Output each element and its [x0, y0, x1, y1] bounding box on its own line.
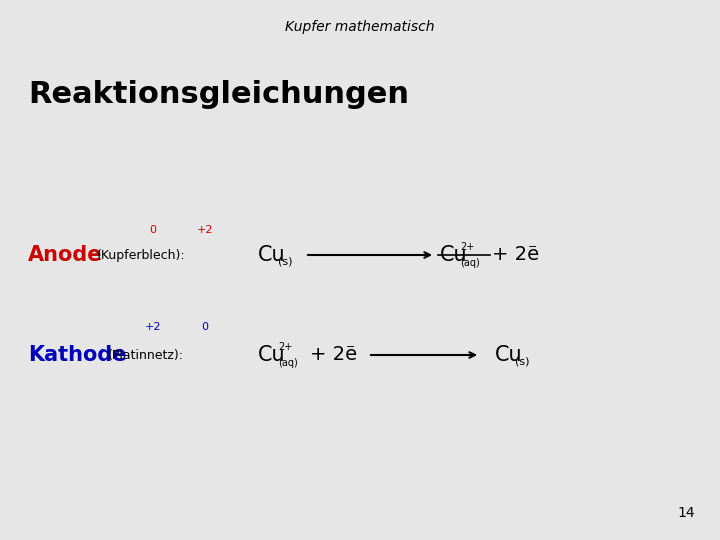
Text: 0: 0 [202, 322, 209, 332]
Text: Cu: Cu [495, 345, 523, 365]
Text: Cu: Cu [258, 345, 286, 365]
Text: −: − [346, 342, 356, 352]
Text: + 2e: + 2e [492, 246, 539, 265]
Text: Anode: Anode [28, 245, 102, 265]
Text: (aq): (aq) [278, 358, 298, 368]
Text: Reaktionsgleichungen: Reaktionsgleichungen [28, 80, 409, 109]
Text: −: − [528, 242, 537, 252]
Text: +2: +2 [197, 225, 213, 235]
Text: (s): (s) [278, 257, 292, 267]
Text: Kathode: Kathode [28, 345, 127, 365]
Text: 2+: 2+ [278, 342, 292, 352]
Text: (aq): (aq) [460, 258, 480, 268]
Text: +2: +2 [145, 322, 161, 332]
Text: Cu: Cu [258, 245, 286, 265]
Text: (Kupferblech):: (Kupferblech): [97, 248, 186, 261]
Text: 0: 0 [150, 225, 156, 235]
Text: 2+: 2+ [460, 242, 474, 252]
Text: + 2e: + 2e [310, 346, 357, 365]
Text: Kupfer mathematisch: Kupfer mathematisch [285, 20, 435, 34]
Text: Cu: Cu [440, 245, 467, 265]
Text: (Platinnetz):: (Platinnetz): [108, 348, 184, 361]
Text: 14: 14 [678, 506, 695, 520]
Text: (s): (s) [515, 357, 529, 367]
